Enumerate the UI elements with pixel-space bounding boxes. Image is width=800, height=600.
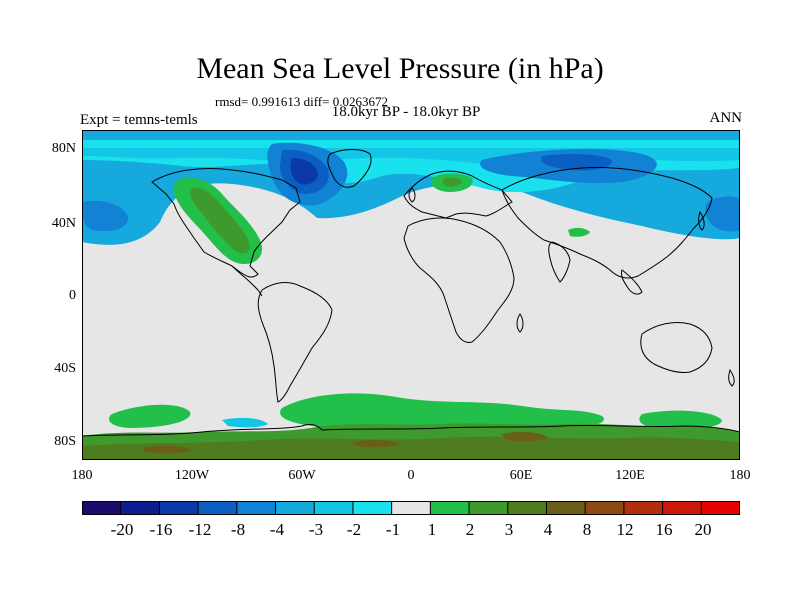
colorbar-label: -1 [385,520,401,539]
southern-ocean-high-2 [280,393,604,430]
weddell-patch [222,417,268,428]
colorbar-label: 1 [427,520,437,539]
lon-label: 180 [729,468,751,483]
antarctica-high-peak-2 [502,431,548,442]
colorbar-box [545,501,587,515]
colorbar-box [275,501,316,515]
southern-ocean-high-3 [639,410,722,430]
colorbar-box [662,501,703,515]
south-america-coast [257,282,333,403]
colorbar-box [429,501,471,515]
lon-label: 60W [288,468,316,483]
asia-coast [501,167,713,279]
north-atlantic-low-deep [290,158,318,185]
colorbar-frame [82,501,740,515]
north-america-high-core [190,187,250,254]
colorbar-label: 8 [582,520,592,539]
pacific-low-east [705,196,740,232]
colorbar-label: -2 [346,520,362,539]
colorbar-box [197,501,238,515]
lon-label: 120E [615,468,645,483]
coastlines [82,149,740,437]
africa-coast [403,217,515,343]
central-america-coast [231,265,263,297]
lat-label: 40N [51,216,76,231]
uk-coast [408,187,416,203]
pressure-map [82,130,740,460]
colorbar-box [623,501,664,515]
antarctica-coast [82,423,740,437]
colorbar-box [584,501,625,515]
antarctica-high-peak-1 [142,445,192,454]
colorbar-label: 20 [694,520,712,539]
colorbar-label: 4 [543,520,553,539]
stats-text: rmsd= 0.991613 diff= 0.0263672 [215,94,388,109]
pacific-low-west [82,200,129,232]
colorbar-label: 2 [465,520,475,539]
australia-coast [640,321,713,373]
lon-label: 60E [509,468,533,483]
colorbar-label: -20 [110,520,134,539]
colorbar-label: -4 [269,520,285,539]
colorbar-box [700,501,740,515]
lon-label: 0 [407,468,415,483]
europe-coast [403,170,513,219]
subtitle: 18.0kyr BP - 18.0kyr BP [331,104,481,120]
north-america-coast [151,168,301,278]
tibet-high [568,227,590,237]
colorbar-box [236,501,277,515]
colorbar-box [313,501,354,515]
lat-label: 80N [51,141,76,156]
map-frame [82,130,740,460]
chart-title: Mean Sea Level Pressure (in hPa) [196,52,604,85]
japan-coast [698,210,705,231]
madagascar-coast [516,313,524,333]
colorbar-box [120,501,161,515]
lat-label: 40S [54,361,76,376]
antarctica-high-core [82,436,740,460]
southern-ocean-high-1 [108,404,191,428]
colorbar-label: 16 [655,520,673,539]
colorbar-label: -16 [149,520,173,539]
lat-label: 80S [54,434,76,449]
colorbar-label: -3 [308,520,324,539]
colorbar-label: 12 [616,520,634,539]
colorbar-label: -8 [230,520,246,539]
lon-label: 120W [174,468,210,483]
colorbar-box [391,501,432,515]
season-label: ANN [709,110,743,126]
colorbar-label: 3 [504,520,514,539]
lon-label: 180 [71,468,93,483]
antarctica-high-peak-3 [352,439,400,448]
new-zealand-coast [728,368,735,387]
southeast-asia-coast [621,269,643,295]
colorbar [82,501,740,515]
colorbar-label: -12 [188,520,212,539]
siberia-low-core [541,153,613,171]
greenland-coast [327,149,372,188]
india-coast [548,241,571,283]
colorbar-box [507,501,548,515]
colorbar-box [82,501,122,515]
scandinavia-high-core [442,177,462,187]
lat-label: 0 [69,288,76,303]
colorbar-box [158,501,200,515]
colorbar-box [468,501,509,515]
experiment-label: Expt = temns-temls [80,112,198,128]
colorbar-box [352,501,393,515]
